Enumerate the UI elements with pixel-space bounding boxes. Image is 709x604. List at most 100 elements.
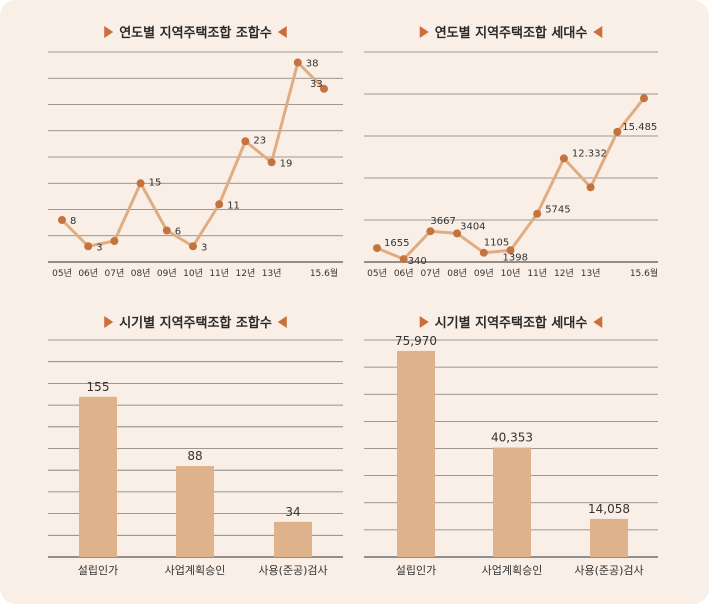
chart-title-group: 시기별 지역주택조합 조합수	[104, 315, 287, 331]
x-tick-label: 10년	[183, 268, 203, 279]
category-label: 설립인가	[396, 564, 436, 577]
x-tick-label: 05년	[52, 268, 72, 279]
data-label: 6	[175, 227, 181, 238]
series-line	[60, 61, 326, 248]
series-line	[376, 97, 646, 261]
chart-title-group: 연도별 지역주택조합 세대수	[419, 25, 603, 41]
x-tick-label: 06년	[78, 268, 98, 279]
data-point	[399, 255, 408, 264]
x-tick-label: 12년	[236, 268, 256, 279]
category-label: 사업계획승인	[482, 564, 543, 577]
category-label: 사용(준공)검사	[258, 564, 327, 577]
bar	[493, 447, 531, 557]
title-left-triangle-icon	[104, 316, 114, 328]
x-tick-label: 05년	[367, 268, 387, 279]
bar	[176, 466, 214, 557]
data-point	[613, 127, 622, 136]
data-label: 1398	[503, 252, 528, 263]
data-label: 3	[96, 242, 102, 253]
chart-title: 시기별 지역주택조합 조합수	[119, 315, 272, 331]
title-left-triangle-icon	[419, 26, 429, 38]
data-label: 3	[201, 242, 207, 253]
data-label: 1105	[484, 238, 509, 249]
data-point	[84, 242, 93, 251]
data-label: 3404	[460, 221, 485, 232]
x-tick-label: 12년	[554, 268, 574, 279]
chart-title: 시기별 지역주택조합 세대수	[435, 315, 588, 331]
data-point	[640, 94, 648, 103]
bar	[397, 350, 435, 557]
data-point	[267, 158, 276, 167]
bar	[79, 396, 117, 557]
data-point	[189, 242, 197, 251]
title-left-triangle-icon	[419, 316, 429, 328]
bar-value-label: 155	[87, 380, 110, 394]
data-point	[533, 209, 542, 218]
bar-value-label: 40,353	[491, 431, 533, 445]
x-tick-label: 13년	[581, 268, 601, 279]
data-label: 1655	[384, 238, 409, 249]
x-tick-label: 06년	[394, 268, 414, 279]
x-tick-label: 15.6월	[310, 267, 338, 279]
bar	[274, 521, 312, 557]
category-label: 설립인가	[78, 564, 118, 577]
data-point	[373, 244, 381, 253]
data-label: 11	[227, 200, 240, 211]
chart-title: 연도별 지역주택조합 조합수	[119, 25, 272, 41]
data-point	[479, 248, 488, 257]
data-label: 12.332	[572, 148, 607, 159]
bar-value-label: 75,970	[395, 334, 437, 348]
line-chart-grid	[364, 51, 658, 263]
x-tick-label: 11년	[209, 268, 229, 279]
title-right-triangle-icon	[593, 26, 603, 38]
data-label: 19	[280, 158, 293, 169]
x-tick-label: 13년	[262, 268, 282, 279]
x-tick-label: 08년	[447, 268, 467, 279]
data-point	[293, 58, 302, 67]
bar	[590, 518, 628, 557]
data-label: 15.485	[622, 122, 657, 133]
x-tick-label: 09년	[474, 268, 494, 279]
line-chart-grid	[48, 51, 343, 263]
data-point	[215, 200, 224, 209]
title-left-triangle-icon	[104, 26, 114, 38]
data-point	[162, 226, 171, 235]
data-label: 340	[408, 256, 427, 267]
data-point	[320, 84, 328, 93]
bar-value-label: 14,058	[588, 502, 630, 516]
category-label: 사업계획승인	[165, 564, 226, 577]
data-point	[559, 154, 568, 163]
x-tick-label: 07년	[421, 268, 441, 279]
x-tick-label: 10년	[501, 268, 521, 279]
chart-title: 연도별 지역주택조합 세대수	[435, 25, 588, 41]
title-right-triangle-icon	[277, 26, 287, 38]
data-label: 38	[306, 59, 319, 70]
category-label: 사용(준공)검사	[574, 564, 643, 577]
data-label: 33	[310, 79, 323, 90]
data-point	[506, 246, 515, 255]
x-tick-label: 08년	[131, 268, 151, 279]
data-label: 23	[253, 135, 266, 146]
bar-value-label: 88	[187, 449, 202, 463]
bar-value-label: 34	[285, 505, 300, 519]
x-tick-label: 15.6월	[630, 267, 658, 279]
data-label: 5745	[545, 205, 570, 216]
data-point	[136, 179, 145, 188]
data-point	[426, 227, 435, 236]
chart-title-group: 시기별 지역주택조합 세대수	[419, 315, 603, 331]
data-point	[453, 229, 462, 238]
x-tick-label: 11년	[527, 268, 547, 279]
data-point	[110, 237, 119, 245]
data-label: 8	[70, 216, 76, 227]
title-right-triangle-icon	[593, 316, 603, 328]
data-point	[241, 137, 250, 146]
data-point	[58, 216, 66, 224]
title-right-triangle-icon	[277, 316, 287, 328]
x-tick-label: 07년	[105, 268, 125, 279]
chart-title-group: 연도별 지역주택조합 조합수	[104, 25, 287, 41]
data-label: 3667	[430, 216, 455, 227]
x-tick-label: 09년	[157, 268, 177, 279]
data-label: 15	[149, 177, 162, 188]
